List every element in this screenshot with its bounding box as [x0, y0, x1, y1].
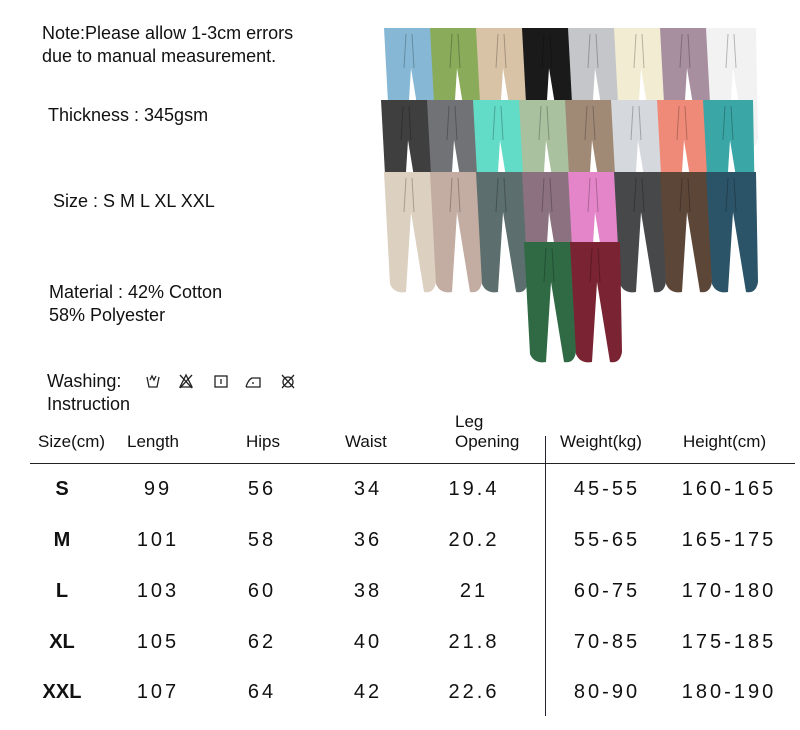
- table-cell: 180-190: [681, 681, 777, 703]
- do-not-bleach-icon: [178, 373, 194, 389]
- pants-swatch: [524, 242, 576, 363]
- table-cell: 105: [136, 631, 180, 653]
- table-cell: 40: [353, 631, 383, 653]
- table-cell: 60-75: [573, 580, 641, 602]
- note-line-1: Note:Please allow 1-3cm errors: [42, 23, 294, 43]
- table-cell: 22.6: [448, 681, 500, 703]
- table-cell: 42: [353, 681, 383, 703]
- material-line-1: Material : 42% Cotton: [49, 282, 223, 302]
- table-cell: 20.2: [448, 529, 500, 551]
- table-cell: 70-85: [573, 631, 641, 653]
- table-cell: S: [55, 478, 69, 500]
- table-cell: 36: [353, 529, 383, 551]
- pants-swatch: [660, 172, 712, 293]
- do-not-dry-clean-icon: [281, 374, 295, 389]
- column-divider: [545, 436, 546, 716]
- washing-label: Washing:: [47, 371, 122, 391]
- table-cell: XXL: [42, 681, 82, 703]
- material-line-2: 58% Polyester: [49, 305, 166, 325]
- table-cell: 21: [459, 580, 489, 602]
- table-cell: 21.8: [448, 631, 500, 653]
- table-cell: 165-175: [681, 529, 777, 551]
- table-cell: 56: [247, 478, 277, 500]
- color-swatches-pants: [381, 28, 758, 363]
- table-cell: 64: [247, 681, 277, 703]
- table-cell: 107: [136, 681, 180, 703]
- header-size: Size(cm): [38, 432, 106, 451]
- pants-swatch: [706, 172, 758, 293]
- table-cell: 62: [247, 631, 277, 653]
- pants-swatch: [476, 172, 528, 293]
- header-hips: Hips: [246, 432, 281, 451]
- thickness-text: Thickness : 345gsm: [48, 105, 209, 125]
- table-cell: 101: [136, 529, 180, 551]
- header-divider: [30, 463, 795, 464]
- table-cell: 103: [136, 580, 180, 602]
- table-cell: 34: [353, 478, 383, 500]
- hand-wash-icon: [146, 374, 160, 388]
- table-cell: L: [55, 580, 69, 602]
- header-height: Height(cm): [683, 432, 767, 451]
- table-cell: 58: [247, 529, 277, 551]
- table-cell: 45-55: [573, 478, 641, 500]
- table-cell: M: [53, 529, 71, 551]
- table-cell: 80-90: [573, 681, 641, 703]
- table-cell: 170-180: [681, 580, 777, 602]
- pants-swatch: [614, 172, 666, 293]
- table-cell: 38: [353, 580, 383, 602]
- header-weight: Weight(kg): [560, 432, 642, 451]
- size-text: Size : S M L XL XXL: [53, 191, 215, 211]
- table-cell: 55-65: [573, 529, 641, 551]
- table-cell: 99: [143, 478, 173, 500]
- table-cell: XL: [49, 631, 75, 653]
- pants-swatch: [384, 172, 436, 293]
- pants-swatch: [570, 242, 622, 363]
- header-length: Length: [127, 432, 179, 451]
- note-line-2: due to manual measurement.: [42, 46, 277, 66]
- iron-icon: [245, 377, 261, 388]
- table-cell: 175-185: [681, 631, 777, 653]
- table-cell: 60: [247, 580, 277, 602]
- washing-icons: [146, 373, 295, 389]
- table-cell: 19.4: [448, 478, 500, 500]
- header-opening: Opening: [455, 432, 520, 451]
- tumble-dry-icon: [214, 375, 228, 388]
- pants-swatch: [430, 172, 482, 293]
- washing-label-2: Instruction: [47, 394, 131, 414]
- header-waist: Waist: [345, 432, 387, 451]
- table-cell: 160-165: [681, 478, 777, 500]
- header-leg: Leg: [455, 412, 484, 431]
